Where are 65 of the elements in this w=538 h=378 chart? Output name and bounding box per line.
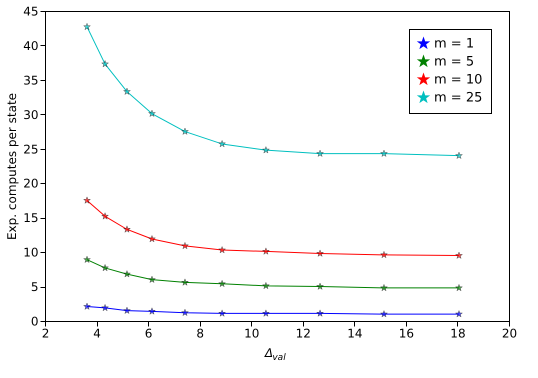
x-tick-label: 18 — [450, 326, 466, 340]
x-tick-label: 16 — [398, 326, 414, 340]
legend-label: m = 5 — [434, 54, 474, 70]
x-tick-label: 20 — [502, 326, 518, 340]
legend-label: m = 10 — [434, 72, 482, 88]
y-tick-label: 30 — [23, 108, 38, 122]
y-tick-label: 5 — [30, 280, 38, 294]
point — [262, 248, 270, 255]
point — [101, 304, 109, 312]
point — [123, 226, 131, 232]
y-tick-label: 20 — [23, 176, 38, 191]
point — [123, 270, 131, 278]
point — [181, 242, 189, 250]
point — [262, 310, 270, 317]
point — [262, 146, 270, 154]
point — [218, 140, 226, 148]
point — [148, 235, 156, 242]
point — [83, 23, 91, 30]
point — [123, 88, 131, 95]
point — [83, 302, 91, 310]
point — [380, 284, 388, 292]
y-tick-label: 40 — [23, 38, 38, 53]
point — [218, 280, 226, 287]
point — [83, 196, 91, 204]
y-tick-label: 10 — [23, 246, 38, 260]
point — [455, 310, 463, 318]
point — [218, 246, 226, 254]
x-tick-label: 2 — [42, 326, 50, 340]
point — [181, 278, 189, 286]
point — [380, 251, 388, 258]
point — [83, 256, 91, 263]
x-tick-label: 14 — [347, 326, 362, 340]
point — [316, 150, 324, 157]
point — [123, 306, 131, 314]
point — [148, 276, 156, 283]
point — [316, 310, 324, 317]
point — [148, 110, 156, 117]
legend-label: m = 1 — [434, 36, 474, 52]
x-tick-label: 10 — [244, 326, 260, 340]
point — [262, 282, 270, 289]
point — [455, 152, 463, 159]
point — [316, 250, 324, 257]
x-tick-label: 12 — [296, 326, 311, 340]
x-tick-label: 4 — [93, 326, 101, 340]
point — [101, 264, 109, 272]
point — [316, 282, 324, 290]
y-tick-label: 35 — [23, 73, 38, 88]
y-tick-label: 0 — [30, 314, 38, 328]
point — [101, 212, 109, 220]
point — [148, 308, 156, 314]
y-tick-label: 15 — [23, 211, 38, 226]
point — [181, 128, 189, 135]
point — [455, 284, 463, 292]
y-axis-title: Exp. computes per state — [5, 92, 20, 240]
point — [455, 252, 463, 259]
y-tick-label: 25 — [23, 142, 38, 156]
y-tick-label: 45 — [23, 4, 38, 18]
x-tick-label: 6 — [144, 326, 152, 340]
legend-label: m = 25 — [434, 90, 482, 106]
point — [101, 60, 109, 68]
point — [380, 310, 388, 318]
x-tick-label: 8 — [196, 326, 204, 340]
point — [380, 150, 388, 157]
point — [218, 310, 226, 317]
point — [181, 308, 189, 316]
